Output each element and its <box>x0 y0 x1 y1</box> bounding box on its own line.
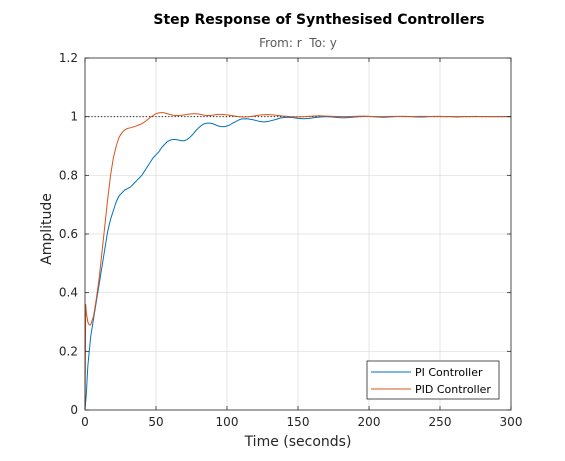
x-tick-label: 0 <box>81 415 89 429</box>
y-tick-labels: 0 0.2 0.4 0.6 0.8 1 1.2 <box>59 51 78 417</box>
x-tick-label: 250 <box>429 415 452 429</box>
y-tick-label: 0.4 <box>59 286 78 300</box>
x-tick-label: 50 <box>148 415 163 429</box>
legend-label-pid: PID Controller <box>415 383 491 396</box>
y-tick-label: 0.6 <box>59 227 78 241</box>
x-axis-label: Time (seconds) <box>244 434 352 450</box>
y-axis-label: Amplitude <box>39 193 55 265</box>
chart-subtitle: From: r To: y <box>259 36 337 50</box>
y-tick-label: 0 <box>70 403 78 417</box>
x-tick-label: 300 <box>500 415 523 429</box>
y-tick-label: 0.2 <box>59 344 78 358</box>
x-tick-label: 150 <box>287 415 310 429</box>
legend-label-pi: PI Controller <box>415 366 483 379</box>
y-tick-label: 1.2 <box>59 51 78 65</box>
x-tick-label: 200 <box>358 415 381 429</box>
legend[interactable]: PI Controller PID Controller <box>367 361 499 399</box>
x-tick-label: 100 <box>216 415 239 429</box>
y-tick-label: 1 <box>70 110 78 124</box>
y-tick-label: 0.8 <box>59 168 78 182</box>
x-tick-labels: 0 50 100 150 200 250 300 <box>81 415 522 429</box>
chart-title: Step Response of Synthesised Controllers <box>153 12 484 28</box>
